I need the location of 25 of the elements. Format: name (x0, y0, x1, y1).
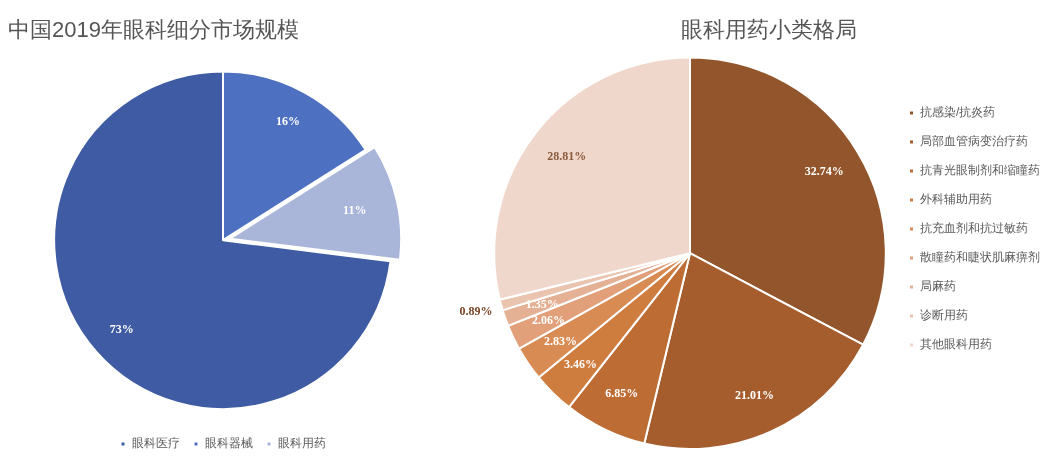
data-label: 0.89% (459, 303, 493, 318)
data-label: 28.81% (547, 148, 587, 163)
legend-label: 外科辅助用药 (920, 192, 992, 207)
data-label: 11% (343, 202, 367, 217)
legend-label: 眼科用药 (277, 436, 326, 451)
legend-label: 局麻药 (920, 279, 956, 294)
data-label: 21.01% (735, 388, 774, 403)
legend-label: 诊断用药 (920, 308, 968, 323)
chart-title: 中国2019年眼科细分市场规模 (8, 17, 299, 43)
legend-label: 抗青光眼制剂和缩瞳药 (920, 163, 1040, 178)
data-label: 6.85% (605, 386, 639, 401)
legend-label: 散瞳药和睫状肌麻痹剂 (920, 250, 1040, 265)
data-label: 3.46% (563, 357, 597, 372)
legend-label: 抗充血剂和抗过敏药 (920, 221, 1028, 236)
chart-title: 眼科用药小类格局 (681, 17, 857, 43)
data-label: 73% (109, 321, 134, 336)
data-label: 2.06% (532, 312, 566, 327)
data-label: 16% (276, 113, 301, 128)
legend-label: 其他眼科用药 (920, 337, 992, 352)
legend-label: 局部血管病变治疗药 (920, 134, 1028, 149)
legend-label: 眼科医疗 (131, 436, 180, 451)
data-label: 32.74% (804, 164, 844, 179)
data-label: 2.83% (544, 333, 578, 348)
legend-label: 眼科器械 (204, 436, 253, 451)
legend-label: 抗感染/抗炎药 (920, 105, 996, 120)
